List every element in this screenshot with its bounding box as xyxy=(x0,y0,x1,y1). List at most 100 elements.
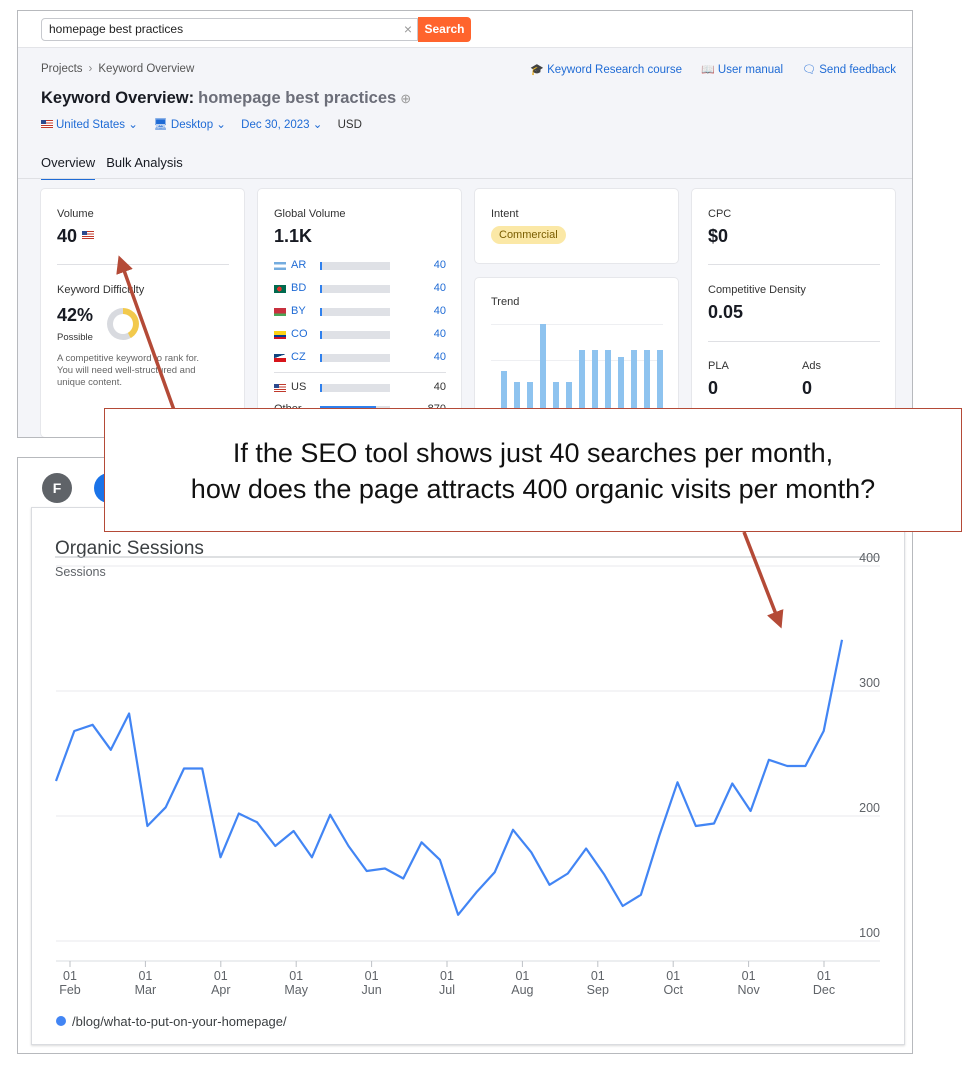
country-row-ar[interactable]: AR 40 xyxy=(274,259,446,273)
country-bar xyxy=(320,285,390,293)
pla-value: 0 xyxy=(708,378,719,398)
country-row-co[interactable]: CO 40 xyxy=(274,328,446,342)
currency-label: USD xyxy=(337,119,362,131)
x-tick-month: Nov xyxy=(737,983,760,997)
x-tick-month: Sep xyxy=(587,983,609,997)
trend-label: Trend xyxy=(491,296,520,308)
divider xyxy=(57,264,229,265)
tabs: Overview Bulk Analysis xyxy=(41,155,194,180)
country-bar xyxy=(320,331,390,339)
trend-bar xyxy=(605,349,611,437)
legend-dot xyxy=(56,1016,66,1026)
trend-bar xyxy=(501,371,507,437)
chart-title: Organic Sessions xyxy=(55,538,204,559)
keyword-difficulty-level: Possible xyxy=(57,332,93,343)
x-tick-month: Aug xyxy=(511,983,533,997)
intent-label: Intent xyxy=(491,208,519,220)
analytics-panel: F Organic Sessions Sessions 400 300 200 100 01… xyxy=(17,457,913,1054)
trend-bar xyxy=(644,349,650,437)
search-input[interactable]: homepage best practices xyxy=(41,18,418,41)
seo-tool-panel: homepage best practices × Search Project… xyxy=(17,10,913,438)
country-bar xyxy=(320,354,390,362)
global-volume-card: Global Volume 1.1K AR 40 BD 40 BY 40 CO 40 CZ 40 … xyxy=(257,188,462,437)
search-bar: homepage best practices × Search xyxy=(18,11,912,48)
organic-sessions-chart: Organic SessionsSessions40030020010001Fe… xyxy=(54,538,880,1029)
x-tick-month: Jun xyxy=(362,983,382,997)
trend-bar xyxy=(540,324,546,437)
country-code: BY xyxy=(291,305,306,317)
country-bar xyxy=(320,308,390,316)
difficulty-note-2: You will need well-structured and xyxy=(57,365,196,376)
difficulty-donut xyxy=(107,308,139,340)
manual-link[interactable]: 📖 User manual xyxy=(701,64,783,76)
series-line xyxy=(54,639,844,916)
country-value: 40 xyxy=(433,305,446,317)
intent-badge: Commercial xyxy=(491,226,566,244)
country-row-cz[interactable]: CZ 40 xyxy=(274,351,446,365)
global-volume-label: Global Volume xyxy=(274,208,346,220)
x-tick-month: Jul xyxy=(439,983,455,997)
x-tick-day: 01 xyxy=(440,969,454,983)
course-link-label: Keyword Research course xyxy=(547,64,682,76)
device-select[interactable]: 🖥 Desktop ⌄ xyxy=(153,119,226,131)
country-row-us: US 40 xyxy=(274,381,446,395)
y-tick-label: 100 xyxy=(859,926,880,940)
callout-text: If the SEO tool shows just 40 searches p… xyxy=(105,435,961,507)
x-tick-day: 01 xyxy=(817,969,831,983)
ads-value: 0 xyxy=(802,378,813,398)
country-bar-fill xyxy=(320,308,322,316)
feedback-link[interactable]: 🗨 Send feedback xyxy=(802,64,896,76)
help-links: 🎓 Keyword Research course 📖 User manual 🗨 S… xyxy=(514,63,896,76)
country-bar-fill xyxy=(320,285,322,293)
page-title: Keyword Overview: homepage best practices… xyxy=(41,89,411,108)
country-value: 40 xyxy=(433,351,446,363)
chevron-right-icon: › xyxy=(88,63,93,75)
legend-label: /blog/what-to-put-on-your-homepage/ xyxy=(72,1014,287,1029)
x-tick-day: 01 xyxy=(742,969,756,983)
bd-flag-icon xyxy=(274,285,286,293)
tab-bulk-analysis[interactable]: Bulk Analysis xyxy=(106,155,183,170)
tab-overview[interactable]: Overview xyxy=(41,155,96,180)
country-code: AR xyxy=(291,259,307,271)
country-select-label: United States xyxy=(56,119,126,131)
country-bar xyxy=(320,262,390,270)
date-select[interactable]: Dec 30, 2023 ⌄ xyxy=(241,119,322,131)
search-button[interactable]: Search xyxy=(418,17,471,42)
keyword-difficulty-value: 42% xyxy=(57,305,94,325)
filters-row: United States ⌄ 🖥 Desktop ⌄ Dec 30, 2023… xyxy=(41,117,374,131)
x-tick-month: Mar xyxy=(135,983,157,997)
x-tick-month: Oct xyxy=(663,983,683,997)
x-tick-month: Feb xyxy=(59,983,81,997)
cpc-label: CPC xyxy=(708,208,732,220)
course-link[interactable]: 🎓 Keyword Research course xyxy=(530,64,682,76)
trend-bar xyxy=(579,349,585,437)
country-row-bd[interactable]: BD 40 xyxy=(274,282,446,296)
chevron-down-icon: ⌄ xyxy=(216,119,226,131)
x-tick-day: 01 xyxy=(666,969,680,983)
cpc-value: $0 xyxy=(708,226,729,246)
country-bar-fill xyxy=(320,331,322,339)
country-code: CO xyxy=(291,328,308,340)
co-flag-icon xyxy=(274,331,286,339)
book-icon: 📖 xyxy=(701,64,715,76)
country-row-by[interactable]: BY 40 xyxy=(274,305,446,319)
y-tick-label: 300 xyxy=(859,676,880,690)
breadcrumb-projects[interactable]: Projects xyxy=(41,63,83,75)
chart-subtitle: Sessions xyxy=(55,565,106,579)
divider xyxy=(708,264,880,265)
volume-value: 40 xyxy=(57,226,97,247)
country-select[interactable]: United States ⌄ xyxy=(41,119,138,131)
graduation-cap-icon: 🎓 xyxy=(530,64,545,76)
feedback-link-label: Send feedback xyxy=(819,64,896,76)
country-bar-fill xyxy=(320,262,322,270)
message-icon: 🗨 xyxy=(802,64,817,76)
trend-grid xyxy=(491,360,663,361)
country-value: 40 xyxy=(433,259,446,271)
clear-icon[interactable]: × xyxy=(403,21,413,37)
ar-flag-icon xyxy=(274,262,286,270)
add-keyword-icon[interactable]: ⊕ xyxy=(400,91,412,106)
avatar[interactable]: F xyxy=(42,473,72,503)
x-tick-day: 01 xyxy=(138,969,152,983)
keyword-difficulty-label: Keyword Difficulty xyxy=(57,284,145,296)
us-flag-icon xyxy=(274,384,286,392)
